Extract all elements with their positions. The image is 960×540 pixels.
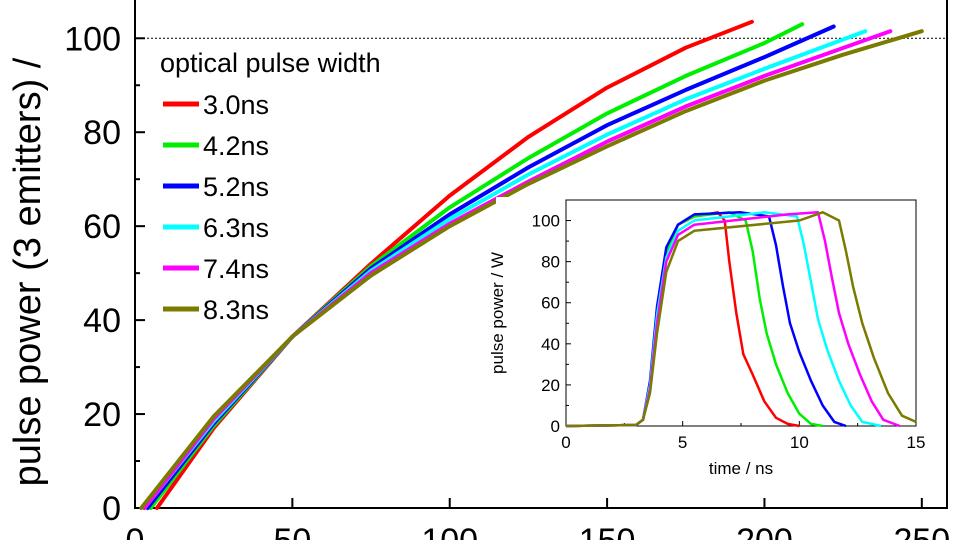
legend-items: 3.0ns 4.2ns 5.2ns 6.3ns 7.4ns 8.3ns [163,90,269,325]
main-y-tick-label: 0 [102,490,121,528]
legend-label-4: 6.3ns [203,213,269,243]
inset-ticks: 0 20 40 60 80 100 0 5 10 15 [532,212,926,452]
inset-y-tick-label: 60 [541,294,560,313]
legend: optical pulse width 3.0ns 4.2ns 5.2ns 6.3ns… [160,48,381,325]
inset-y-tick-label: 80 [541,253,560,272]
main-x-tick-label: 100 [421,522,478,540]
main-x-tick-label: 250 [893,522,950,540]
main-y-tick-label: 40 [83,302,121,340]
legend-title: optical pulse width [160,48,381,78]
inset-y-tick-label: 100 [532,212,560,231]
inset-series-line-6 [565,211,917,428]
inset-x-tick-label: 15 [907,433,926,452]
main-y-tick-label: 20 [83,396,121,434]
main-series-line-6 [139,29,924,510]
main-y-axis-label: pulse power (3 emitters) / [7,57,49,486]
main-y-tick-label: 80 [83,114,121,152]
legend-label-2: 4.2ns [203,131,269,161]
legend-label-3: 5.2ns [203,172,269,202]
inset-x-tick-label: 5 [678,433,687,452]
main-x-tick-label: 150 [579,522,636,540]
main-x-tick-label: 0 [126,522,145,540]
main-x-tick-label: 200 [736,522,793,540]
main-x-tick-label: 50 [273,522,311,540]
main-series-group [139,19,924,510]
legend-label-5: 7.4ns [203,254,269,284]
inset-x-tick-label: 10 [790,433,809,452]
main-y-tick-label: 60 [83,208,121,246]
main-ticks: 020406080100050100150200250 [64,20,950,540]
inset-x-tick-label: 0 [561,433,570,452]
inset-x-axis-label: time / ns [709,459,773,478]
main-y-tick-label: 100 [64,20,121,58]
inset-y-tick-label: 20 [541,376,560,395]
legend-label-1: 3.0ns [203,90,269,120]
inset-y-tick-label: 40 [541,335,560,354]
inset-y-tick-label: 0 [551,417,560,436]
inset-series-group [565,211,917,428]
legend-label-6: 8.3ns [203,295,269,325]
inset-y-axis-label: pulse power / W [488,252,507,374]
